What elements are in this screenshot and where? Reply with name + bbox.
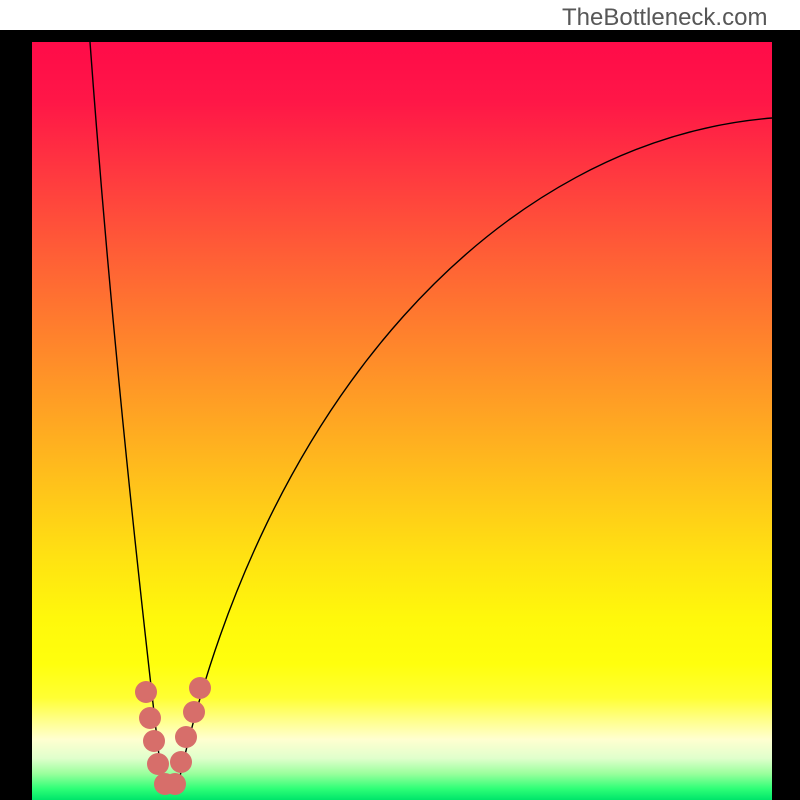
data-marker [139,707,161,729]
data-marker [164,773,186,795]
data-marker [143,730,165,752]
chart-container: TheBottleneck.com [0,0,800,800]
data-marker [183,701,205,723]
curve-overlay [0,0,800,800]
right-branch-curve [177,118,772,790]
left-branch-curve [90,42,163,790]
data-marker [170,751,192,773]
data-marker [135,681,157,703]
data-marker [147,753,169,775]
data-marker [189,677,211,699]
watermark-text: TheBottleneck.com [562,4,767,32]
data-marker [175,726,197,748]
